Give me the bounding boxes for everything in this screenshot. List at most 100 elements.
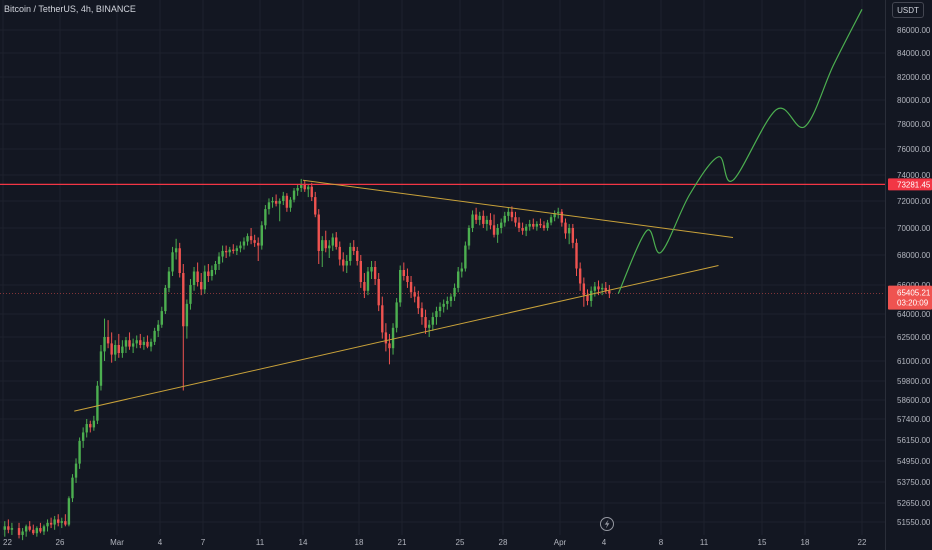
- price-tick-label: 61000.00: [897, 357, 931, 366]
- candle-body: [174, 248, 178, 253]
- candle-58: [214, 261, 217, 275]
- candle-75: [274, 194, 278, 207]
- candle-body: [178, 248, 181, 273]
- candle-body: [24, 526, 28, 532]
- candle-114: [413, 286, 416, 303]
- price-axis[interactable]: 86000.00 84000.00 82000.00 80000.00 78000.00…: [888, 26, 932, 527]
- candle-135: [489, 213, 492, 230]
- candle-body: [328, 245, 331, 249]
- candle-29: [110, 332, 113, 363]
- candle-body: [92, 420, 96, 428]
- candle-body: [532, 223, 535, 227]
- price-tick-label: 80000.00: [897, 96, 931, 105]
- candle-46: [171, 246, 174, 276]
- candle-body: [278, 201, 281, 204]
- candle-body: [142, 341, 146, 345]
- candle-124: [449, 293, 453, 307]
- candle-81: [296, 184, 299, 196]
- candle-body: [200, 282, 203, 290]
- time-tick-label: 18: [355, 538, 364, 547]
- time-tick-label: 4: [602, 538, 607, 547]
- candle-body: [207, 271, 210, 276]
- time-tick-label: 21: [398, 538, 407, 547]
- candle-body: [593, 286, 597, 291]
- candle-157: [567, 223, 571, 245]
- candle-69: [253, 234, 256, 247]
- candle-body: [85, 424, 88, 433]
- candle-119: [431, 312, 435, 331]
- candle-149: [539, 218, 542, 228]
- candle-body: [474, 214, 478, 220]
- candle-57: [210, 265, 214, 281]
- candle-body: [271, 201, 274, 203]
- candle-146: [528, 219, 531, 231]
- candle-95: [345, 255, 348, 273]
- candle-42: [157, 320, 160, 337]
- candle-90: [328, 240, 331, 258]
- candle-162: [586, 289, 589, 306]
- candle-20: [78, 437, 81, 469]
- candle-6: [28, 521, 31, 532]
- candle-33: [124, 337, 128, 353]
- candle-body: [192, 271, 196, 285]
- candle-97: [352, 240, 355, 255]
- candle-150: [542, 221, 546, 231]
- candle-123: [446, 296, 449, 310]
- price-tick-label: 57400.00: [897, 415, 931, 424]
- candle-body: [435, 311, 438, 318]
- candle-body: [578, 268, 582, 284]
- candle-156: [564, 218, 567, 239]
- candle-body: [471, 214, 474, 228]
- candle-body: [167, 271, 171, 288]
- drawing-overlays: [0, 9, 885, 412]
- candle-body: [106, 337, 110, 344]
- candle-body: [567, 228, 571, 234]
- price-tick-label: 66000.00: [897, 281, 931, 290]
- time-axis[interactable]: 22 26 Mar 4 7 11 14 18 21 25 28 Apr 4 8 11 15 18 22: [3, 538, 867, 547]
- candle-body: [149, 341, 153, 347]
- candle-28: [106, 320, 110, 349]
- candle-body: [500, 222, 503, 228]
- candle-100: [363, 273, 366, 299]
- price-tick-label: 72000.00: [897, 197, 931, 206]
- candle-15: [60, 517, 63, 529]
- candle-body: [128, 340, 131, 347]
- candle-71: [260, 221, 263, 250]
- candle-151: [546, 219, 549, 231]
- candle-53: [196, 262, 199, 287]
- candle-139: [503, 211, 506, 227]
- candle-166: [600, 283, 604, 296]
- candle-163: [589, 286, 593, 307]
- candle-body: [324, 240, 327, 249]
- lightning-bolt-icon[interactable]: [600, 517, 614, 531]
- candle-body: [321, 240, 324, 251]
- currency-button[interactable]: USDT: [892, 2, 924, 18]
- candle-body: [546, 222, 549, 228]
- candle-37: [139, 333, 142, 349]
- candle-body: [228, 249, 231, 253]
- candle-body: [253, 240, 256, 243]
- candle-86: [314, 191, 317, 218]
- candle-body: [235, 248, 239, 251]
- candle-136: [492, 214, 496, 238]
- candle-body: [89, 424, 92, 428]
- candle-body: [96, 385, 99, 421]
- candle-55: [203, 265, 206, 294]
- candle-38: [142, 337, 146, 350]
- candle-body: [135, 340, 138, 344]
- candle-body: [121, 346, 124, 353]
- candle-body: [549, 217, 553, 223]
- candle-body: [586, 295, 589, 301]
- candle-body: [210, 270, 214, 276]
- candle-160: [578, 262, 582, 291]
- candle-body: [285, 195, 289, 208]
- candle-body: [10, 528, 14, 530]
- candle-body: [246, 236, 249, 242]
- candle-140: [507, 207, 510, 222]
- candle-111: [402, 262, 406, 281]
- candle-body: [117, 345, 120, 353]
- candle-45: [167, 267, 171, 293]
- candle-80: [292, 188, 296, 203]
- candle-94: [342, 252, 345, 272]
